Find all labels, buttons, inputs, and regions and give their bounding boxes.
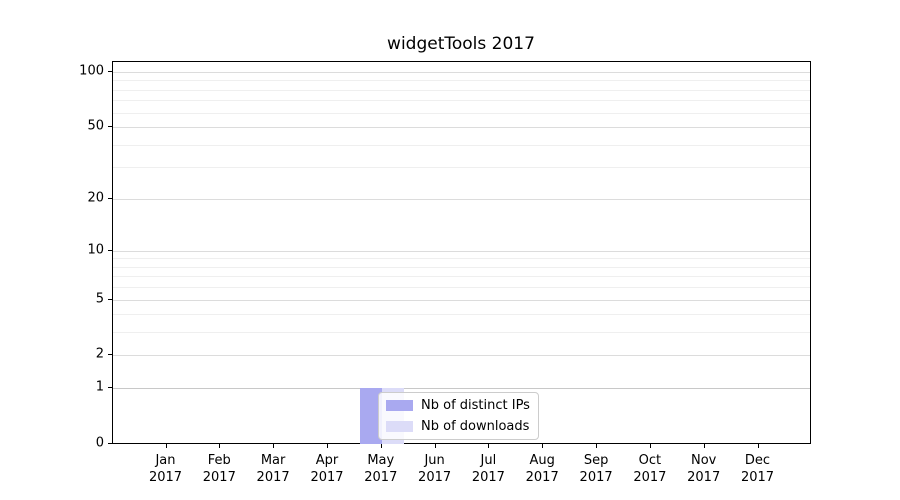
- major-gridline: [113, 127, 810, 129]
- y-axis-tick-label: 2: [95, 346, 104, 362]
- y-axis-tick-label: 0: [95, 435, 104, 451]
- y-axis-tick: [108, 197, 112, 199]
- x-axis-tick-label: Dec 2017: [740, 453, 775, 485]
- x-axis-tick: [542, 444, 544, 448]
- minor-gridline: [113, 144, 810, 146]
- legend-item: Nb of downloads: [386, 419, 530, 434]
- minor-gridline: [113, 314, 810, 316]
- x-axis-tick-label: Nov 2017: [687, 453, 721, 485]
- x-axis-tick-label: Jan 2017: [148, 453, 183, 485]
- y-axis-tick: [108, 249, 112, 251]
- y-axis-tick-label: 1: [95, 379, 104, 395]
- x-axis-tick-label: Feb 2017: [202, 453, 236, 485]
- x-axis-tick-label: Mar 2017: [256, 453, 290, 485]
- x-axis-tick: [757, 444, 759, 448]
- legend-swatch: [386, 421, 413, 432]
- x-axis-tick: [488, 444, 490, 448]
- x-axis-tick: [219, 444, 221, 448]
- major-gridline: [113, 250, 810, 252]
- y-axis-tick: [108, 354, 112, 356]
- chart-title: widgetTools 2017: [387, 34, 535, 54]
- major-gridline: [113, 198, 810, 200]
- major-gridline: [113, 299, 810, 301]
- x-axis-tick: [703, 444, 705, 448]
- x-axis-tick-label: Oct 2017: [633, 453, 667, 485]
- legend-label: Nb of downloads: [421, 419, 530, 434]
- x-axis-tick-label: Aug 2017: [525, 453, 559, 485]
- plot-area: [112, 61, 811, 444]
- major-gridline: [113, 72, 810, 73]
- minor-gridline: [113, 258, 810, 260]
- y-axis-tick-label: 10: [87, 242, 104, 258]
- y-axis-tick-label: 100: [79, 63, 104, 79]
- x-axis-tick-label: Apr 2017: [310, 453, 344, 485]
- minor-gridline: [113, 112, 810, 114]
- y-axis-tick: [108, 387, 112, 389]
- y-axis-tick: [108, 71, 112, 72]
- legend-item: Nb of distinct IPs: [386, 398, 530, 413]
- x-axis-tick: [434, 444, 436, 448]
- bar-nb-of-distinct-ips: [359, 388, 382, 444]
- y-axis-tick-label: 50: [87, 118, 104, 134]
- y-axis-tick: [108, 126, 112, 128]
- legend: Nb of distinct IPs Nb of downloads: [378, 392, 539, 440]
- major-gridline: [113, 355, 810, 357]
- x-axis-tick-label: Sep 2017: [579, 453, 613, 485]
- legend-label: Nb of distinct IPs: [421, 398, 530, 413]
- x-axis-tick-label: Jun 2017: [418, 453, 452, 485]
- major-gridline: [113, 388, 810, 390]
- minor-gridline: [113, 167, 810, 169]
- x-axis-tick: [380, 444, 382, 448]
- x-axis-tick: [596, 444, 598, 448]
- legend-swatch: [386, 400, 413, 411]
- minor-gridline: [113, 266, 810, 268]
- minor-gridline: [113, 332, 810, 334]
- minor-gridline: [113, 80, 810, 82]
- y-axis-tick-label: 5: [95, 291, 104, 307]
- minor-gridline: [113, 100, 810, 102]
- x-axis-tick: [327, 444, 328, 448]
- minor-gridline: [113, 276, 810, 278]
- x-axis-tick: [165, 444, 167, 448]
- minor-gridline: [113, 287, 810, 289]
- y-axis-tick-label: 20: [87, 190, 104, 206]
- minor-gridline: [113, 89, 810, 91]
- x-axis-tick: [649, 444, 651, 448]
- x-axis-tick: [273, 444, 275, 448]
- x-axis-tick-label: May 2017: [364, 453, 398, 485]
- y-axis-tick: [108, 443, 112, 444]
- x-axis-tick-label: Jul 2017: [471, 453, 505, 485]
- y-axis-tick: [108, 298, 112, 300]
